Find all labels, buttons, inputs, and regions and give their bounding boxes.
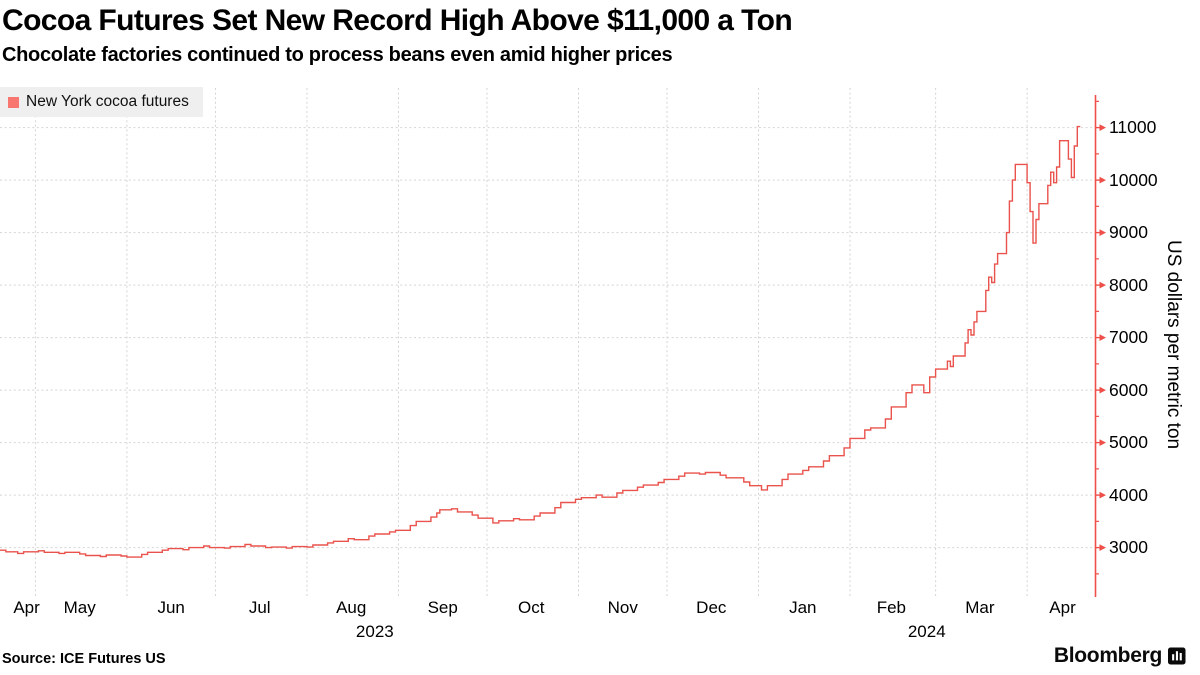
x-tick-label: Apr (1049, 598, 1076, 617)
price-series-path (0, 125, 1081, 558)
x-tick-label: Apr (13, 598, 40, 617)
y-tick-label: 4000 (1109, 484, 1148, 505)
legend-swatch-icon (8, 96, 19, 108)
y-tick-label: 6000 (1109, 379, 1148, 400)
y-tick-label: 11000 (1109, 117, 1157, 138)
bloomberg-logo: Bloomberg (1054, 644, 1186, 668)
source-note: Source: ICE Futures US (2, 651, 166, 667)
bloomberg-chart-bubble-icon (1168, 647, 1186, 665)
y-tick-label: 3000 (1109, 537, 1148, 558)
x-tick-label: May (63, 598, 96, 617)
bloomberg-wordmark: Bloomberg (1053, 644, 1162, 667)
x-tick-label: Dec (696, 598, 727, 617)
page-subtitle: Chocolate factories continued to process… (2, 44, 673, 66)
x-tick-label: Nov (607, 598, 638, 617)
y-tick-label: 8000 (1109, 274, 1148, 295)
page-title: Cocoa Futures Set New Record High Above … (2, 4, 793, 37)
grid-lines (0, 88, 1095, 597)
y-tick-label: 7000 (1109, 327, 1148, 348)
y-axis-title: US dollars per metric ton (1163, 240, 1184, 450)
x-tick-label: Mar (965, 598, 995, 617)
legend: New York cocoa futures (0, 87, 203, 117)
x-tick-label: Oct (518, 598, 545, 617)
y-tick-label: 10000 (1109, 169, 1158, 190)
x-tick-label: Aug (336, 598, 367, 617)
x-tick-label: Sep (427, 598, 458, 617)
x-tick-label: Jan (789, 598, 817, 617)
x-tick-label: Jun (157, 598, 185, 617)
y-tick-label: 9000 (1109, 222, 1148, 243)
x-tick-label: Jul (248, 598, 271, 617)
x-year-label: 2023 (355, 622, 394, 641)
x-tick-label: Feb (876, 598, 906, 617)
y-axis (1094, 95, 1106, 597)
x-year-label: 2024 (907, 622, 946, 641)
y-tick-label: 5000 (1109, 432, 1148, 453)
legend-label: New York cocoa futures (26, 93, 189, 110)
